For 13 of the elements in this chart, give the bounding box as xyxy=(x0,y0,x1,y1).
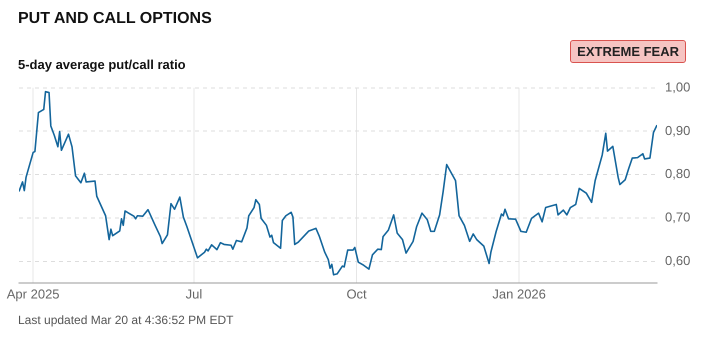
y-tick-label: 0,70 xyxy=(665,210,690,225)
text: EXTREME FEAR xyxy=(570,40,686,63)
chart-title: PUT AND CALL OPTIONS xyxy=(18,10,212,28)
x-tick-label: Oct xyxy=(346,286,368,302)
text: Last updated Mar 20 at 4:36:52 PM EDT xyxy=(18,313,234,327)
y-tick-label: 1,00 xyxy=(665,79,690,94)
y-tick-label: 0,80 xyxy=(665,166,690,182)
x-tick-label: Jan 2026 xyxy=(492,286,546,302)
x-tick-label: Jul xyxy=(186,286,202,302)
y-tick-label: 0,60 xyxy=(665,252,690,268)
chart-subtitle: 5-day average put/call ratio xyxy=(18,57,186,72)
y-tick-label: 0,90 xyxy=(665,122,690,138)
x-tick-label: Apr 2025 xyxy=(6,286,60,302)
